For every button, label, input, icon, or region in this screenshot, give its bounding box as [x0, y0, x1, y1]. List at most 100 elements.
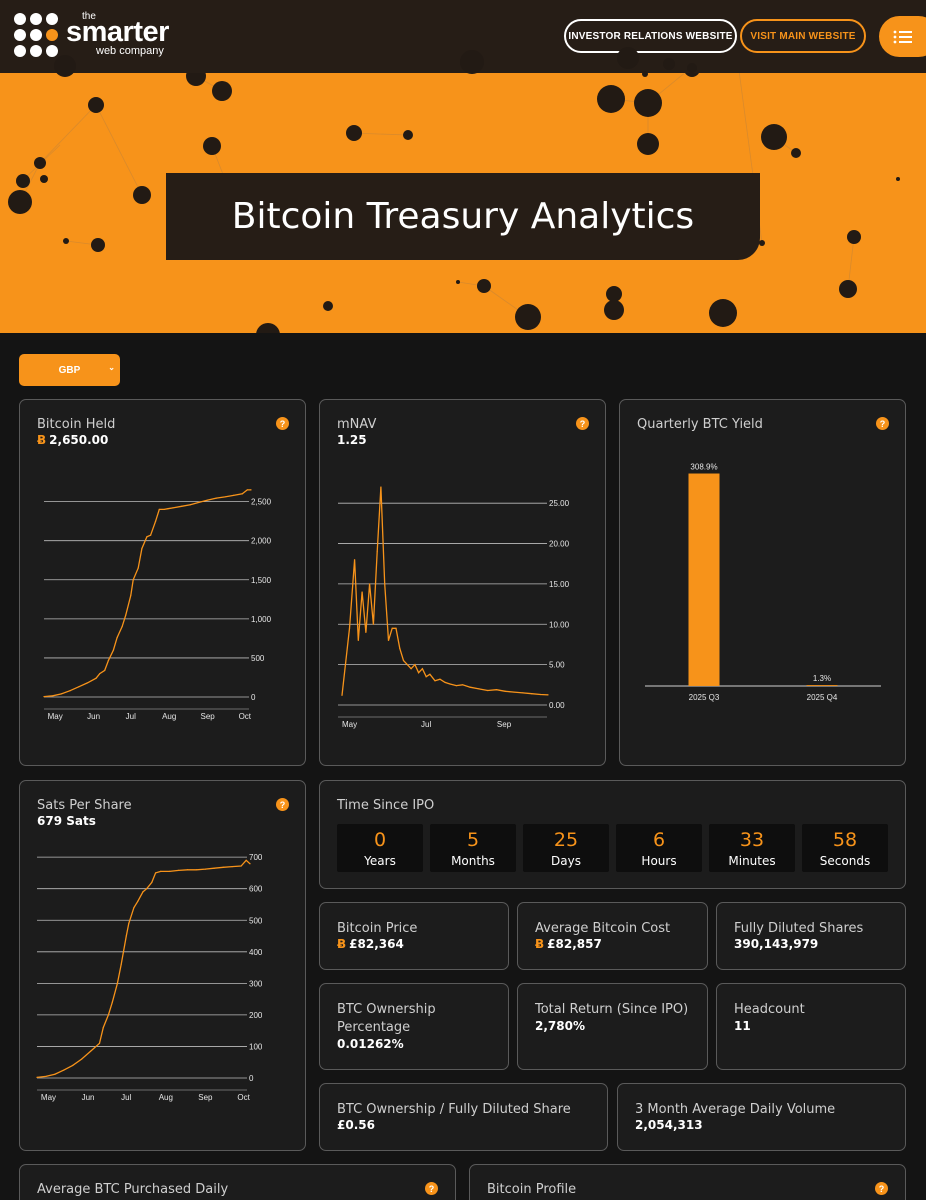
sats-per-share-card: Sats Per Share 679 Sats ? 0 100 200 300 400 5…	[19, 780, 306, 1151]
data-point	[89, 1050, 92, 1052]
page-title: Bitcoin Treasury Analytics	[231, 196, 695, 237]
data-point	[121, 626, 123, 628]
data-point	[204, 868, 206, 870]
help-icon[interactable]: ?	[425, 1182, 438, 1195]
y-tick-label: 500	[251, 654, 265, 663]
mnav-value: 1.25	[337, 433, 367, 447]
data-point	[72, 1064, 74, 1066]
data-point	[461, 684, 464, 686]
card-title: Headcount	[734, 1002, 805, 1017]
data-point	[495, 689, 498, 691]
y-tick-label: 0.00	[549, 701, 565, 710]
chevron-down-icon: ⌄	[108, 363, 115, 372]
bar-data-label: 1.3%	[813, 674, 831, 683]
series-line	[36, 859, 251, 1079]
bitcoin-symbol-icon: Ƀ	[535, 937, 545, 951]
mnav-chart: 0.00 5.00 10.00 15.00 20.00 25.00 May Jul Sep	[338, 486, 570, 729]
data-point	[222, 866, 224, 868]
data-point	[348, 627, 351, 629]
data-point	[132, 579, 134, 581]
card-title: Average BTC Purchased Daily	[37, 1182, 229, 1197]
ipo-hours-box: 6 Hours	[616, 824, 702, 872]
x-tick-label: Jul	[126, 712, 136, 721]
y-tick-label: 1,000	[251, 615, 272, 624]
x-tick-label: May	[48, 712, 63, 721]
fully-diluted-shares-card: Fully Diluted Shares 390,143,979	[716, 902, 906, 970]
help-icon[interactable]: ?	[576, 417, 589, 430]
data-point	[504, 690, 506, 692]
data-point	[149, 534, 152, 536]
data-point	[513, 691, 515, 693]
y-tick-label: 300	[249, 979, 263, 988]
data-point	[36, 1076, 38, 1078]
data-point	[410, 668, 412, 670]
x-tick-label: Jun	[87, 712, 100, 721]
data-point	[372, 623, 375, 625]
btc-ownership-percentage-card: BTC Ownership Percentage 0.01262%	[319, 983, 509, 1070]
data-point	[478, 688, 480, 690]
data-point	[155, 872, 157, 874]
data-point	[99, 672, 101, 675]
data-point	[160, 870, 162, 872]
y-tick-label: 15.00	[549, 580, 570, 589]
y-tick-label: 700	[249, 853, 263, 862]
investor-relations-button[interactable]: INVESTOR RELATIONS WEBSITE	[564, 19, 737, 53]
data-point	[439, 678, 441, 680]
help-icon[interactable]: ?	[276, 417, 289, 430]
sats-per-share-chart: 0 100 200 300 400 500 600 700 May Jun Jul Aug Sep Oct	[36, 853, 263, 1102]
ipo-seconds-label: Seconds	[819, 854, 871, 868]
data-point	[434, 680, 436, 682]
data-point	[487, 689, 489, 692]
data-point	[369, 583, 371, 585]
data-point	[52, 695, 54, 697]
data-point	[45, 1075, 47, 1078]
data-point	[133, 907, 135, 909]
ipo-minutes-value: 33	[739, 829, 765, 851]
ipo-years-box: 0 Years	[337, 824, 423, 872]
x-tick-label: May	[41, 1093, 56, 1102]
bitcoin-symbol-icon: Ƀ	[337, 937, 347, 951]
data-point	[130, 594, 132, 597]
ipo-days-value: 25	[553, 829, 579, 851]
card-title: Fully Diluted Shares	[734, 921, 864, 936]
data-point	[54, 1073, 56, 1075]
help-icon[interactable]: ?	[876, 417, 889, 430]
bar	[688, 473, 720, 686]
ipo-hours-label: Hours	[641, 854, 677, 868]
visit-main-website-button[interactable]: VISIT MAIN WEBSITE	[740, 19, 866, 53]
bitcoin-profile-card: Bitcoin Profile ?	[469, 1164, 906, 1200]
headcount-card: Headcount 11	[716, 983, 906, 1070]
data-point	[158, 508, 160, 511]
card-title: Total Return (Since IPO)	[535, 1002, 689, 1017]
card-title: Quarterly BTC Yield	[637, 417, 763, 432]
card-title: Bitcoin Held	[37, 417, 116, 432]
data-point	[120, 963, 122, 966]
btc-per-share-card: BTC Ownership / Fully Diluted Share £0.5…	[319, 1083, 608, 1151]
data-point	[60, 693, 62, 695]
data-point	[172, 507, 174, 509]
y-tick-label: 400	[249, 948, 263, 957]
data-point	[414, 664, 416, 666]
btc-per-share-value: £0.56	[337, 1118, 375, 1132]
data-point	[146, 888, 148, 890]
help-icon[interactable]: ?	[276, 798, 289, 811]
currency-select[interactable]: GBP ⌄	[19, 354, 120, 386]
data-point	[146, 536, 148, 538]
help-icon[interactable]: ?	[875, 1182, 888, 1195]
data-point	[357, 639, 359, 642]
x-tick-label: Sep	[497, 720, 512, 729]
company-logo[interactable]: the smarter web company	[14, 11, 194, 59]
ipo-days-box: 25 Days	[523, 824, 609, 872]
data-point	[384, 583, 386, 585]
data-point	[177, 869, 180, 872]
data-point	[195, 869, 198, 871]
data-point	[341, 694, 343, 696]
data-point	[241, 493, 243, 495]
bitcoin-symbol-icon: Ƀ	[37, 433, 47, 447]
data-point	[449, 683, 451, 685]
y-tick-label: 0	[251, 693, 256, 702]
x-tick-label: 2025 Q3	[689, 693, 720, 702]
y-tick-label: 2,000	[251, 537, 272, 546]
menu-button[interactable]	[879, 16, 926, 57]
data-point	[69, 690, 71, 692]
